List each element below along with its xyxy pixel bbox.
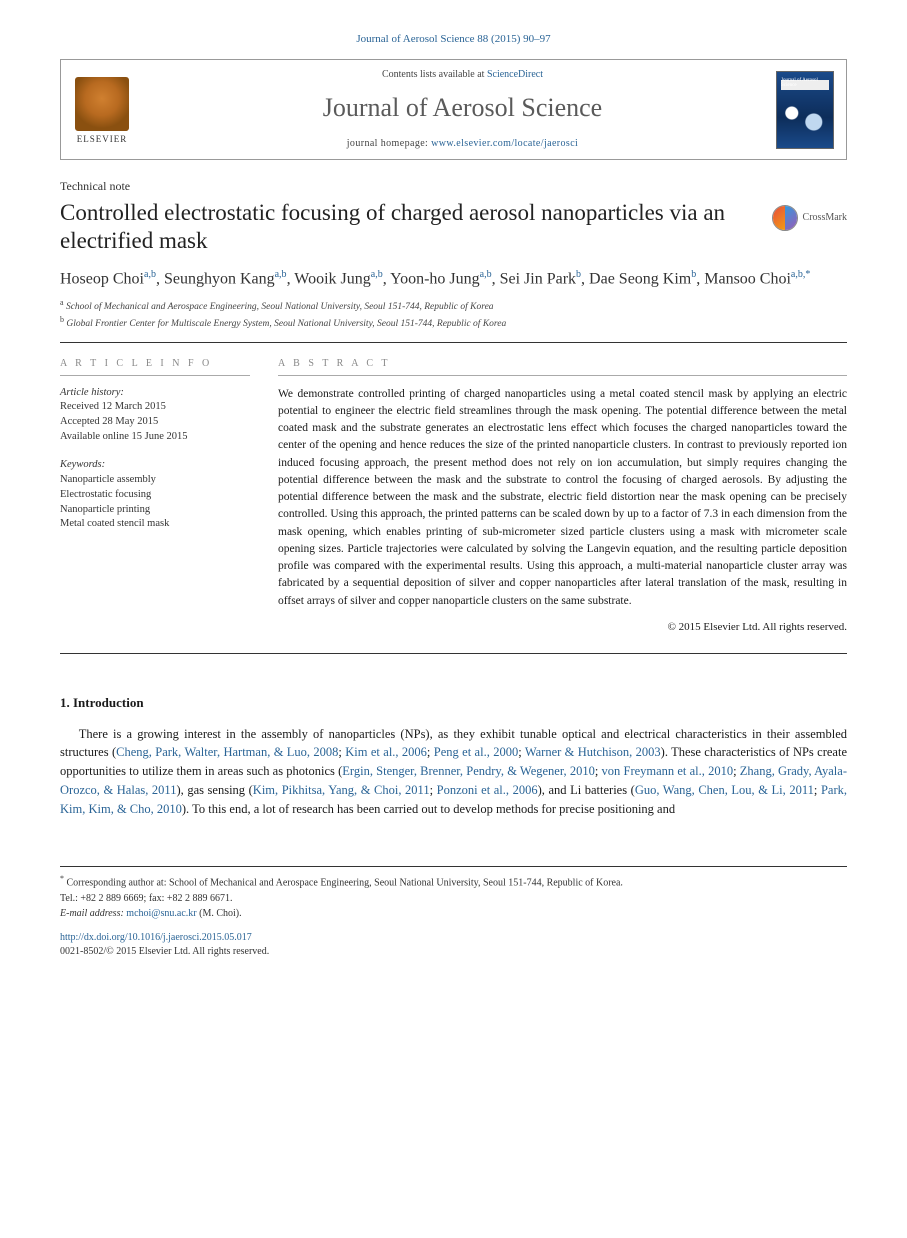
author: , Dae Seong Kim — [581, 270, 691, 287]
affil-text: School of Mechanical and Aerospace Engin… — [66, 302, 494, 312]
corr-text: Corresponding author at: School of Mecha… — [67, 878, 623, 889]
author-list: Hoseop Choia,b, Seunghyon Kanga,b, Wooik… — [60, 268, 847, 291]
affiliation-a: a School of Mechanical and Aerospace Eng… — [60, 297, 847, 314]
issn-copyright: 0021-8502/© 2015 Elsevier Ltd. All right… — [60, 945, 847, 959]
email-label: E-mail address: — [60, 908, 126, 919]
citation-link[interactable]: Cheng, Park, Walter, Hartman, & Luo, 200… — [116, 745, 338, 759]
citation-link[interactable]: Guo, Wang, Chen, Lou, & Li, 2011 — [635, 783, 814, 797]
doi-link[interactable]: http://dx.doi.org/10.1016/j.jaerosci.201… — [60, 932, 252, 943]
crossmark-label: CrossMark — [803, 211, 847, 225]
divider — [60, 653, 847, 654]
affil-ref[interactable]: a,b, — [791, 269, 805, 280]
accepted-date: Accepted 28 May 2015 — [60, 415, 250, 430]
affil-ref[interactable]: a,b — [275, 269, 287, 280]
author: , Wooik Jung — [287, 270, 371, 287]
divider — [60, 375, 250, 376]
doi-block: http://dx.doi.org/10.1016/j.jaerosci.201… — [60, 931, 847, 959]
body-span: ), gas sensing ( — [176, 783, 252, 797]
online-date: Available online 15 June 2015 — [60, 430, 250, 445]
body-span: ; — [595, 764, 602, 778]
body-span: ; — [814, 783, 821, 797]
keyword: Nanoparticle assembly — [60, 473, 250, 488]
running-head: Journal of Aerosol Science 88 (2015) 90–… — [60, 32, 847, 47]
citation-link[interactable]: Kim, Pikhitsa, Yang, & Choi, 2011 — [253, 783, 430, 797]
affil-ref[interactable]: a,b — [144, 269, 156, 280]
intro-paragraph: There is a growing interest in the assem… — [60, 725, 847, 819]
sciencedirect-link[interactable]: ScienceDirect — [487, 69, 543, 80]
contents-prefix: Contents lists available at — [382, 69, 487, 80]
divider — [278, 375, 847, 376]
article-title: Controlled electrostatic focusing of cha… — [60, 199, 752, 257]
footnotes-block: * Corresponding author at: School of Mec… — [60, 866, 847, 958]
author: , Yoon-ho Jung — [383, 270, 480, 287]
abstract-column: A B S T R A C T We demonstrate controlle… — [278, 357, 847, 636]
article-info-column: A R T I C L E I N F O Article history: R… — [60, 357, 250, 636]
corresponding-ref[interactable]: * — [805, 269, 810, 280]
email-suffix: (M. Choi). — [197, 908, 242, 919]
body-span: ; — [427, 745, 434, 759]
author: , Sei Jin Park — [492, 270, 576, 287]
divider — [60, 342, 847, 343]
keywords-label: Keywords: — [60, 458, 250, 473]
author: Hoseop Choi — [60, 270, 144, 287]
citation-link[interactable]: von Freymann et al., 2010 — [602, 764, 734, 778]
abstract-text: We demonstrate controlled printing of ch… — [278, 386, 847, 610]
contents-available: Contents lists available at ScienceDirec… — [149, 68, 776, 82]
author: , Seunghyon Kang — [156, 270, 275, 287]
keyword: Electrostatic focusing — [60, 488, 250, 503]
contact-line: Tel.: +82 2 889 6669; fax: +82 2 889 667… — [60, 891, 847, 906]
section-heading-intro: 1. Introduction — [60, 694, 847, 712]
affil-ref[interactable]: a,b — [371, 269, 383, 280]
keyword: Nanoparticle printing — [60, 503, 250, 518]
email-link[interactable]: mchoi@snu.ac.kr — [126, 908, 196, 919]
citation-link[interactable]: Kim et al., 2006 — [345, 745, 427, 759]
citation-link[interactable]: Journal of Aerosol Science 88 (2015) 90–… — [356, 33, 550, 45]
journal-homepage: journal homepage: www.elsevier.com/locat… — [149, 137, 776, 151]
citation-link[interactable]: Ergin, Stenger, Brenner, Pendry, & Wegen… — [342, 764, 595, 778]
journal-cover-thumb[interactable]: Journal of Aerosol Science — [776, 71, 834, 149]
body-span: ; — [733, 764, 740, 778]
homepage-link[interactable]: www.elsevier.com/locate/jaerosci — [431, 138, 578, 149]
crossmark-icon — [772, 205, 798, 231]
banner-center: Contents lists available at ScienceDirec… — [149, 68, 776, 150]
abstract-heading: A B S T R A C T — [278, 357, 847, 371]
history-label: Article history: — [60, 386, 250, 401]
affil-text: Global Frontier Center for Multiscale En… — [66, 319, 506, 329]
publisher-name: ELSEVIER — [77, 133, 128, 146]
cover-title: Journal of Aerosol Science — [781, 78, 829, 88]
article-info-heading: A R T I C L E I N F O — [60, 357, 250, 371]
article-type: Technical note — [60, 178, 847, 195]
body-span: ). To this end, a lot of research has be… — [182, 802, 675, 816]
citation-link[interactable]: Ponzoni et al., 2006 — [437, 783, 538, 797]
received-date: Received 12 March 2015 — [60, 400, 250, 415]
elsevier-tree-icon — [75, 77, 129, 131]
publisher-logo[interactable]: ELSEVIER — [73, 74, 131, 146]
crossmark-badge[interactable]: CrossMark — [772, 205, 847, 231]
author: , Mansoo Choi — [696, 270, 791, 287]
corresponding-note: * Corresponding author at: School of Mec… — [60, 873, 847, 890]
affil-ref[interactable]: a,b — [480, 269, 492, 280]
keyword: Metal coated stencil mask — [60, 517, 250, 532]
email-line: E-mail address: mchoi@snu.ac.kr (M. Choi… — [60, 906, 847, 921]
citation-link[interactable]: Warner & Hutchison, 2003 — [525, 745, 661, 759]
homepage-prefix: journal homepage: — [347, 138, 431, 149]
affiliation-b: b Global Frontier Center for Multiscale … — [60, 314, 847, 331]
journal-banner: ELSEVIER Contents lists available at Sci… — [60, 59, 847, 159]
abstract-copyright: © 2015 Elsevier Ltd. All rights reserved… — [278, 620, 847, 635]
journal-title: Journal of Aerosol Science — [149, 90, 776, 126]
body-span: ; — [518, 745, 525, 759]
body-span: ; — [430, 783, 437, 797]
citation-link[interactable]: Peng et al., 2000 — [434, 745, 518, 759]
body-span: ), and Li batteries ( — [538, 783, 635, 797]
